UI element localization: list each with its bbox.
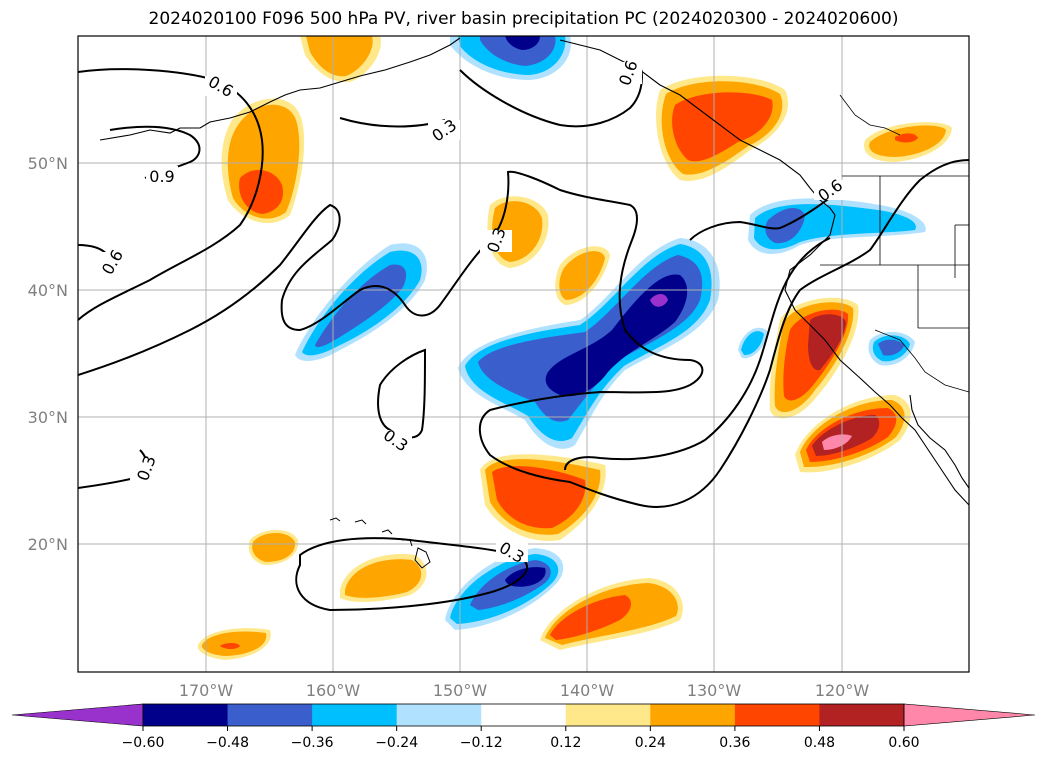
colorbar-tick-label: 0.24	[635, 735, 666, 751]
lon-tick-label: 170°W	[179, 681, 234, 700]
colorbar-segment	[819, 704, 905, 726]
colorbar-tick-label: −0.36	[291, 735, 334, 751]
colorbar-extend-max	[903, 703, 1036, 727]
lat-tick-label: 20°N	[28, 535, 68, 554]
colorbar-tick-label: 0.48	[804, 735, 835, 751]
colorbar-segment	[143, 704, 229, 726]
colorbar-segment	[481, 704, 567, 726]
colorbar-segment	[734, 704, 820, 726]
colorbar-tick-label: 0.36	[719, 735, 750, 751]
precip-anomaly-positive	[340, 554, 427, 602]
lon-tick-label: 130°W	[687, 681, 742, 700]
colorbar-tick-label: −0.12	[460, 735, 503, 751]
colorbar-tick-label: 0.12	[550, 735, 581, 751]
precip-anomaly-negative	[450, 36, 571, 80]
lon-tick-label: 140°W	[560, 681, 615, 700]
precip-anomaly-negative	[868, 331, 915, 366]
lon-tick-label: 160°W	[306, 681, 361, 700]
colorbar-extend-min	[11, 703, 144, 727]
map-title: 2024020100 F096 500 hPa PV, river basin …	[148, 9, 899, 29]
precip-anomaly-negative	[458, 238, 720, 449]
precip-anomaly-positive	[864, 122, 952, 162]
precip-anomaly-positive	[795, 395, 911, 473]
precip-anomaly-negative	[295, 243, 427, 362]
lon-tick-label: 120°W	[815, 681, 870, 700]
plot-frame	[77, 35, 970, 673]
precip-anomaly-positive	[197, 628, 271, 660]
graticule	[78, 36, 969, 672]
precip-anomaly-positive	[769, 297, 859, 419]
colorbar-tick-label: −0.48	[206, 735, 249, 751]
colorbar-tick-label: −0.60	[122, 735, 165, 751]
contour-label: 0.9	[149, 167, 174, 186]
lat-tick-label: 30°N	[28, 408, 68, 427]
colorbar-segment	[312, 704, 398, 726]
lat-axis: 50°N 40°N 30°N 20°N	[28, 154, 68, 554]
colorbar-frame	[142, 703, 905, 727]
colorbar-segment	[396, 704, 482, 726]
lat-tick-label: 50°N	[28, 154, 68, 173]
colorbar: −0.60 −0.48 −0.36 −0.24 −0.12 0.12 0.24 0.36 0.4…	[11, 703, 1036, 751]
precip-anomaly-positive	[300, 36, 381, 83]
lon-axis: 170°W 160°W 150°W 140°W 130°W 120°W	[179, 681, 870, 700]
precip-anomaly-negative	[738, 327, 768, 359]
colorbar-segment	[565, 704, 651, 726]
colorbar-tick-label: −0.24	[375, 735, 418, 751]
lat-tick-label: 40°N	[28, 281, 68, 300]
colorbar-segment	[227, 704, 313, 726]
colorbar-segment	[650, 704, 736, 726]
precip-anomaly-positive	[248, 529, 299, 565]
colorbar-tick-label: 0.60	[888, 735, 919, 751]
lon-tick-label: 150°W	[433, 681, 488, 700]
precip-anomaly-positive	[540, 578, 683, 650]
